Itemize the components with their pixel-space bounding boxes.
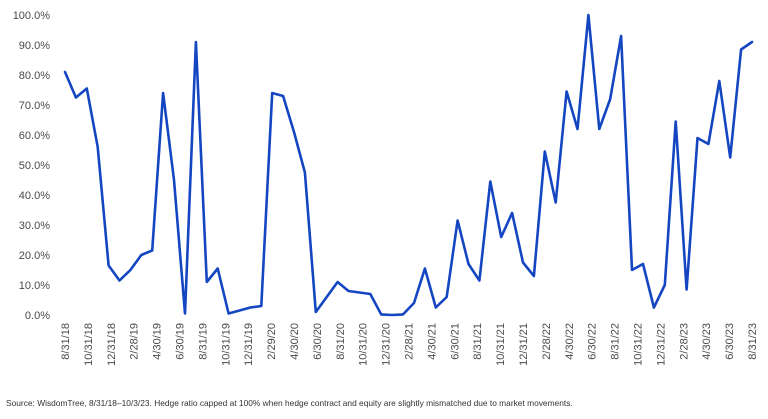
x-tick-label: 4/30/19 xyxy=(152,323,164,360)
x-tick-label: 2/28/22 xyxy=(541,323,553,360)
x-tick-label: 12/31/18 xyxy=(106,323,118,366)
x-tick-label: 10/31/22 xyxy=(633,323,645,366)
x-tick-label: 8/31/23 xyxy=(747,323,759,360)
x-tick-label: 2/29/20 xyxy=(266,323,278,360)
y-tick-label: 30.0% xyxy=(19,220,50,232)
x-tick-label: 8/31/21 xyxy=(472,323,484,360)
x-tick-label: 6/30/22 xyxy=(587,323,599,360)
plot-area xyxy=(63,13,754,317)
y-tick-label: 70.0% xyxy=(19,100,50,112)
hedge-ratio-series-line xyxy=(63,13,754,317)
y-tick-label: 0.0% xyxy=(25,310,50,322)
y-tick-label: 80.0% xyxy=(19,70,50,82)
x-tick-label: 4/30/23 xyxy=(701,323,713,360)
y-tick-label: 10.0% xyxy=(19,280,50,292)
x-tick-label: 12/31/20 xyxy=(381,323,393,366)
x-tick-label: 6/30/21 xyxy=(449,323,461,360)
x-tick-label: 8/31/20 xyxy=(335,323,347,360)
source-footnote: Source: WisdomTree, 8/31/18–10/3/23. Hed… xyxy=(6,398,573,408)
x-tick-label: 6/30/19 xyxy=(175,323,187,360)
y-tick-label: 20.0% xyxy=(19,250,50,262)
x-tick-label: 10/31/19 xyxy=(220,323,232,366)
x-tick-label: 10/31/21 xyxy=(495,323,507,366)
x-tick-label: 2/28/19 xyxy=(129,323,141,360)
x-tick-label: 8/31/19 xyxy=(197,323,209,360)
x-axis: 8/31/18 10/31/18 12/31/18 2/28/19 4/30/19 6/3… xyxy=(60,323,759,366)
y-tick-label: 50.0% xyxy=(19,160,50,172)
y-tick-label: 90.0% xyxy=(19,40,50,52)
x-tick-label: 2/28/23 xyxy=(678,323,690,360)
x-tick-label: 10/31/20 xyxy=(358,323,370,366)
y-tick-label: 100.0% xyxy=(13,10,51,22)
x-tick-label: 12/31/19 xyxy=(243,323,255,366)
y-tick-label: 40.0% xyxy=(19,190,50,202)
x-tick-label: 10/31/18 xyxy=(83,323,95,366)
x-tick-label: 12/31/21 xyxy=(518,323,530,366)
y-axis: 0.0% 10.0% 20.0% 30.0% 40.0% 50.0% 60.0% 70.0% 8… xyxy=(13,10,51,322)
x-tick-label: 4/30/21 xyxy=(426,323,438,360)
x-tick-label: 6/30/20 xyxy=(312,323,324,360)
x-tick-label: 6/30/23 xyxy=(724,323,736,360)
x-tick-label: 4/30/22 xyxy=(564,323,576,360)
x-tick-label: 8/31/18 xyxy=(60,323,72,360)
x-tick-label: 8/31/22 xyxy=(610,323,622,360)
y-tick-label: 60.0% xyxy=(19,130,50,142)
x-tick-label: 4/30/20 xyxy=(289,323,301,360)
hedge-ratio-line-chart: 0.0% 10.0% 20.0% 30.0% 40.0% 50.0% 60.0% 70.0% 8… xyxy=(13,10,759,366)
x-tick-label: 2/28/21 xyxy=(404,323,416,360)
x-tick-label: 12/31/22 xyxy=(655,323,667,366)
